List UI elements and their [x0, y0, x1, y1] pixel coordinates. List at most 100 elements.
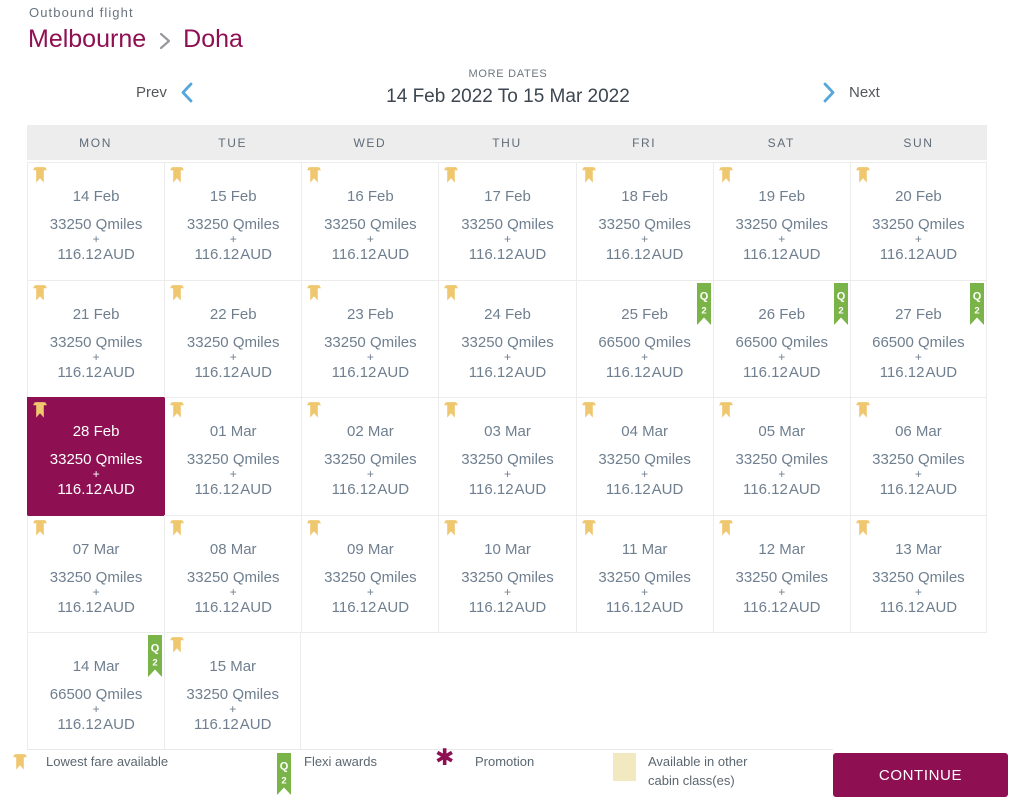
calendar-cell-24-feb[interactable]: 24 Feb 33250 Qmiles + 116.12AUD [438, 279, 576, 397]
calendar-cell-07-mar[interactable]: 07 Mar 33250 Qmiles + 116.12AUD [27, 514, 165, 632]
cell-price: 116.12AUD [605, 363, 684, 381]
cell-plus-sign: + [92, 232, 100, 246]
calendar-cell-17-feb[interactable]: 17 Feb 33250 Qmiles + 116.12AUD [438, 162, 576, 280]
cell-miles: 33250 Qmiles [186, 686, 279, 703]
cell-plus-sign: + [641, 232, 649, 246]
cell-price: 116.12AUD [743, 598, 821, 616]
cell-date: 28 Feb [72, 423, 120, 440]
cell-miles: 33250 Qmiles [598, 216, 691, 233]
continue-button[interactable]: CONTINUE [833, 753, 1008, 797]
cell-miles: 66500 Qmiles [598, 333, 691, 351]
lowest-fare-bookmark-icon [170, 165, 185, 183]
cell-plus-sign: + [778, 467, 786, 481]
cell-price: 116.12AUD [194, 246, 272, 263]
calendar-cell-21-feb[interactable]: 21 Feb 33250 Qmiles + 116.12AUD [27, 279, 165, 397]
calendar-cell-20-feb[interactable]: 20 Feb 33250 Qmiles + 116.12AUD [849, 162, 987, 280]
lowest-fare-bookmark-icon [33, 518, 47, 536]
calendar-cell-14-feb[interactable]: 14 Feb 33250 Qmiles + 116.12AUD [27, 162, 165, 280]
flexi-2-label: 2 [152, 658, 157, 669]
calendar-cell-01-mar[interactable]: 01 Mar 33250 Qmiles + 116.12AUD [164, 397, 302, 515]
cell-price: 116.12AUD [57, 598, 135, 616]
calendar-cell-06-mar[interactable]: 06 Mar 33250 Qmiles + 116.12AUD [849, 397, 987, 515]
cell-price: 116.12AUD [331, 598, 410, 616]
calendar-cell-19-feb[interactable]: 19 Feb 33250 Qmiles + 116.12AUD [712, 162, 850, 280]
flexi-q-label: Q [837, 290, 846, 302]
flexi-2-label: 2 [281, 776, 286, 787]
cell-price: 116.12AUD [194, 598, 272, 616]
legend-flexi-label: Flexi awards [304, 754, 377, 769]
cell-price: 116.12AUD [605, 481, 684, 498]
calendar-cell-12-mar[interactable]: 12 Mar 33250 Qmiles + 116.12AUD [712, 514, 850, 632]
day-header-thu: THU [492, 135, 522, 150]
cell-price: 116.12AUD [743, 481, 821, 498]
cell-plus-sign: + [641, 349, 649, 364]
more-dates-label: MORE DATES [468, 68, 548, 80]
calendar-cell-28-feb[interactable]: 28 Feb 33250 Qmiles + 116.12AUD [27, 397, 165, 515]
calendar-cell-04-mar[interactable]: 04 Mar 33250 Qmiles + 116.12AUD [575, 397, 713, 515]
calendar-cell-11-mar[interactable]: 11 Mar 33250 Qmiles + 116.12AUD [575, 514, 713, 632]
cell-miles: 66500 Qmiles [872, 333, 965, 351]
lowest-fare-bookmark-icon [718, 165, 733, 183]
flexi-q-label: Q [280, 761, 289, 773]
prev-button[interactable]: Prev [136, 82, 193, 103]
cell-price: 116.12AUD [879, 598, 958, 616]
next-button[interactable]: Next [823, 82, 880, 103]
cell-plus-sign: + [366, 349, 374, 364]
flexi-q-label: Q [151, 643, 160, 655]
cell-date: 20 Feb [895, 188, 942, 205]
cell-date: 21 Feb [72, 305, 120, 323]
cell-price: 116.12AUD [468, 246, 547, 263]
lowest-fare-bookmark-icon [33, 165, 47, 183]
cell-plus-sign: + [503, 232, 511, 246]
cell-miles: 33250 Qmiles [872, 568, 965, 586]
lowest-fare-bookmark-icon [718, 518, 733, 536]
calendar-cell-13-mar[interactable]: 13 Mar 33250 Qmiles + 116.12AUD [849, 514, 987, 632]
cell-date: 25 Feb [621, 305, 668, 323]
cell-miles: 33250 Qmiles [49, 333, 143, 351]
prev-label: Prev [136, 84, 167, 101]
legend-other-cabin-label: Available in other cabin class(es) [648, 754, 748, 788]
cell-price: 116.12AUD [743, 246, 821, 263]
cell-miles: 33250 Qmiles [461, 333, 554, 351]
calendar-cell-18-feb[interactable]: 18 Feb 33250 Qmiles + 116.12AUD [575, 162, 713, 280]
cell-date: 03 Mar [484, 423, 531, 440]
cell-miles: 33250 Qmiles [461, 568, 554, 586]
cell-date: 01 Mar [209, 423, 257, 440]
cell-plus-sign: + [503, 584, 511, 599]
cell-miles: 33250 Qmiles [598, 451, 691, 468]
date-range: 14 Feb 2022 To 15 Mar 2022 [386, 86, 630, 107]
cell-miles: 33250 Qmiles [735, 216, 829, 233]
legend-other-cabin-swatch [613, 753, 636, 781]
calendar-cell-15-feb[interactable]: 15 Feb 33250 Qmiles + 116.12AUD [164, 162, 302, 280]
cell-plus-sign: + [229, 349, 237, 364]
calendar-cell-22-feb[interactable]: 22 Feb 33250 Qmiles + 116.12AUD [164, 279, 302, 397]
cell-date: 19 Feb [758, 188, 806, 205]
calendar-cell-15-mar[interactable]: 15 Mar 33250 Qmiles + 116.12AUD [164, 632, 302, 750]
cell-price: 116.12AUD [57, 246, 135, 263]
calendar-cell-10-mar[interactable]: 10 Mar 33250 Qmiles + 116.12AUD [438, 514, 576, 632]
cell-price: 116.12AUD [743, 363, 821, 381]
calendar-cell-02-mar[interactable]: 02 Mar 33250 Qmiles + 116.12AUD [301, 397, 439, 515]
cell-date: 18 Feb [621, 188, 668, 205]
calendar-cell-03-mar[interactable]: 03 Mar 33250 Qmiles + 116.12AUD [438, 397, 576, 515]
calendar-cell-05-mar[interactable]: 05 Mar 33250 Qmiles + 116.12AUD [712, 397, 850, 515]
cell-miles: 66500 Qmiles [735, 333, 829, 351]
calendar-cell-08-mar[interactable]: 08 Mar 33250 Qmiles + 116.12AUD [164, 514, 302, 632]
cell-date: 16 Feb [347, 188, 394, 205]
calendar-cell-16-feb[interactable]: 16 Feb 33250 Qmiles + 116.12AUD [301, 162, 439, 280]
cell-date: 09 Mar [347, 540, 394, 558]
cell-price: 116.12AUD [57, 363, 135, 381]
cell-date: 07 Mar [72, 540, 120, 558]
calendar-cell-23-feb[interactable]: 23 Feb 33250 Qmiles + 116.12AUD [301, 279, 439, 397]
calendar-grid: 14 Feb 33250 Qmiles + 116.12AUD 15 Feb 3… [27, 162, 987, 750]
legend-lowest-fare-label: Lowest fare available [46, 754, 169, 769]
calendar-cell-09-mar[interactable]: 09 Mar 33250 Qmiles + 116.12AUD [301, 514, 439, 632]
route-header: Melbourne Doha [28, 25, 243, 54]
cell-plus-sign: + [778, 584, 786, 599]
cell-price: 116.12AUD [57, 481, 135, 498]
